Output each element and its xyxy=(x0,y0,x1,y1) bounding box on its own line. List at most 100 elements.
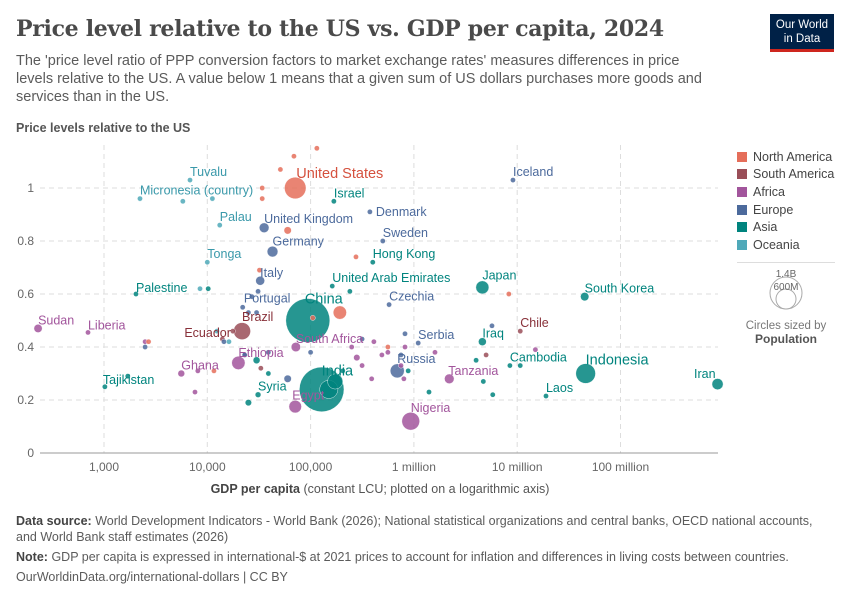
legend-item[interactable]: South America xyxy=(737,166,834,184)
data-source-text: World Development Indicators - World Ban… xyxy=(16,514,813,544)
legend-label: Europe xyxy=(753,202,794,217)
data-point xyxy=(252,356,261,364)
data-point xyxy=(347,288,353,295)
point-label: Iceland xyxy=(513,165,553,179)
point-united-states xyxy=(284,176,307,200)
x-axis-title: GDP per capita (constant LCU; plotted on… xyxy=(0,482,760,496)
point-nigeria xyxy=(401,412,420,431)
data-point xyxy=(359,362,365,369)
legend-label: Oceania xyxy=(753,237,800,252)
data-point xyxy=(432,349,438,356)
data-point xyxy=(379,352,385,358)
size-legend: 1.4B 600M Circles sized by Population xyxy=(737,262,835,346)
x-tick-label: 10,000 xyxy=(189,460,226,474)
point-palestine xyxy=(133,291,139,297)
data-point xyxy=(195,368,201,374)
x-tick-label: 10 million xyxy=(492,460,543,474)
y-axis-title: Price levels relative to the US xyxy=(16,121,191,135)
legend-item[interactable]: Oceania xyxy=(737,236,834,254)
note-label: Note: xyxy=(16,550,48,564)
data-point xyxy=(405,368,411,374)
data-point xyxy=(145,338,152,345)
point-label: Italy xyxy=(260,266,284,280)
point-label: Syria xyxy=(258,380,287,394)
data-point xyxy=(517,362,524,369)
color-legend: North America South America Africa Europe As… xyxy=(737,148,834,254)
data-point xyxy=(125,373,131,379)
point-label: Ghana xyxy=(181,359,219,373)
data-point xyxy=(259,185,266,191)
point-label: Tonga xyxy=(207,247,241,261)
point-israel xyxy=(331,198,337,205)
data-point xyxy=(277,166,284,173)
point-serbia xyxy=(415,340,421,346)
data-point xyxy=(283,374,292,383)
data-source-label: Data source: xyxy=(16,514,92,528)
data-point xyxy=(506,291,512,297)
legend-item[interactable]: Europe xyxy=(737,201,834,219)
point-laos xyxy=(543,393,549,399)
point-label: Sudan xyxy=(38,313,74,327)
data-point xyxy=(205,285,211,292)
legend-label: South America xyxy=(753,167,835,182)
data-point xyxy=(241,352,248,358)
point-label: Portugal xyxy=(244,292,291,306)
point-label: United Arab Emirates xyxy=(332,271,450,285)
data-point xyxy=(211,368,217,374)
point-united-arab-emirates xyxy=(329,283,336,289)
legend-label: Asia xyxy=(753,220,778,235)
data-point xyxy=(265,349,272,356)
owid-logo[interactable]: Our World in Data xyxy=(770,14,834,52)
point-portugal xyxy=(249,293,255,300)
data-point xyxy=(483,352,489,358)
data-point xyxy=(239,304,246,311)
data-point xyxy=(371,338,377,345)
data-point xyxy=(473,357,479,364)
legend-item[interactable]: Asia xyxy=(737,218,834,236)
legend-swatch xyxy=(737,186,747,197)
point-label: Russia xyxy=(397,352,435,366)
data-point xyxy=(244,399,252,407)
point-tonga xyxy=(204,259,211,266)
point-label: Liberia xyxy=(88,318,126,332)
legend-item[interactable]: Africa xyxy=(737,183,834,201)
legend-swatch xyxy=(737,239,747,250)
point-label: Japan xyxy=(482,268,516,282)
data-point xyxy=(209,195,216,202)
point-denmark xyxy=(367,209,373,215)
point-label: India xyxy=(322,363,354,379)
legend-label: Africa xyxy=(753,184,785,199)
data-point xyxy=(309,315,316,321)
point-label: Tuvalu xyxy=(190,165,227,179)
data-point xyxy=(398,362,404,369)
point-south-korea xyxy=(580,292,590,302)
y-tick-label: 0.2 xyxy=(17,393,34,407)
data-point xyxy=(314,145,320,152)
data-point xyxy=(480,378,487,385)
point-tuvalu xyxy=(187,177,193,183)
footer-link[interactable]: OurWorldinData.org/international-dollars… xyxy=(16,570,288,584)
point-label: Cambodia xyxy=(510,351,567,365)
legend-swatch xyxy=(737,169,747,180)
data-point xyxy=(368,375,375,382)
data-point xyxy=(353,254,359,260)
data-point xyxy=(353,354,361,362)
point-label: Nigeria xyxy=(411,401,451,415)
data-point xyxy=(489,391,496,398)
point-label: Hong Kong xyxy=(373,247,436,261)
point-label: United States xyxy=(296,166,383,182)
x-axis-title-note: (constant LCU; plotted on a logarithmic … xyxy=(303,482,550,496)
data-point xyxy=(489,322,495,329)
point-hong-kong xyxy=(369,259,376,266)
data-point xyxy=(348,344,355,350)
point-sudan xyxy=(33,324,43,333)
point-label: China xyxy=(305,292,344,308)
legend-item[interactable]: North America xyxy=(737,148,834,166)
point-label: Micronesia (country) xyxy=(140,184,253,198)
point-palau xyxy=(216,222,223,228)
x-tick-label: 100,000 xyxy=(289,460,333,474)
chart-title: Price level relative to the US vs. GDP p… xyxy=(16,16,664,42)
point-label: Chile xyxy=(520,316,549,330)
point-iceland xyxy=(510,177,516,183)
point-ethiopia xyxy=(231,356,246,370)
